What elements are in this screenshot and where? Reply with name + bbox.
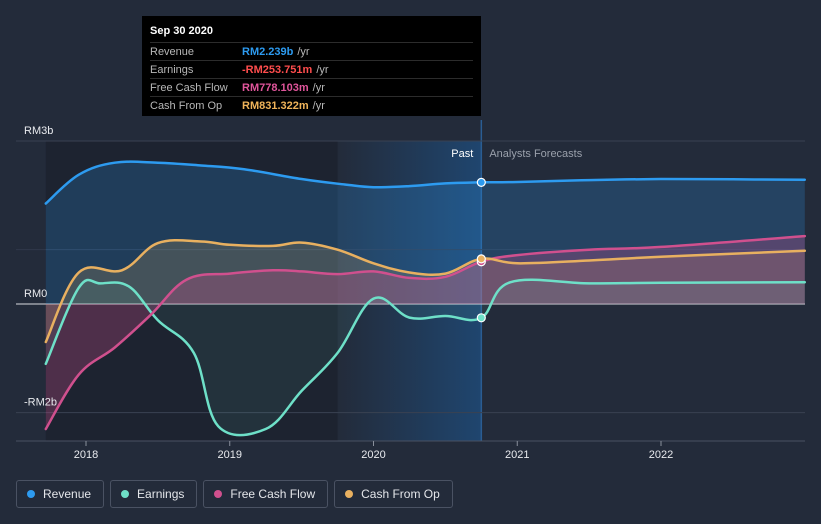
tooltip-value: RM831.322m bbox=[242, 99, 309, 112]
y-tick-label: RM3b bbox=[24, 125, 53, 137]
dot-icon bbox=[27, 490, 35, 498]
dot-icon bbox=[214, 490, 223, 498]
point-earnings bbox=[476, 313, 486, 323]
line-cash-from-op bbox=[44, 239, 807, 344]
dot-icon bbox=[345, 490, 354, 498]
legend-label: Free Cash Flow bbox=[230, 487, 316, 501]
legend-item-earnings[interactable]: Earnings bbox=[110, 480, 198, 508]
tooltip-value: -RM253.751m bbox=[242, 63, 313, 76]
line-earnings bbox=[44, 278, 807, 437]
area-earnings bbox=[45, 279, 805, 436]
tooltip-unit: /yr bbox=[312, 81, 325, 94]
legend-label: Cash From Op bbox=[361, 487, 440, 501]
legend-item-free-cash-flow[interactable]: Free Cash Flow bbox=[203, 480, 329, 508]
line-revenue bbox=[44, 160, 807, 205]
legend: Revenue Earnings Free Cash Flow Cash Fro… bbox=[16, 480, 453, 508]
x-tick-label: 2021 bbox=[505, 449, 529, 461]
legend-item-revenue[interactable]: Revenue bbox=[16, 480, 105, 508]
tooltip-date: Sep 30 2020 bbox=[150, 25, 213, 37]
past-highlight-band bbox=[337, 141, 482, 441]
legend-label: Earnings bbox=[137, 487, 185, 501]
tooltip-unit: /yr bbox=[312, 99, 325, 112]
tooltip-label: Free Cash Flow bbox=[150, 81, 228, 94]
tooltip-label: Cash From Op bbox=[150, 99, 223, 112]
tooltip-value: RM2.239b bbox=[242, 45, 294, 58]
tooltip-row-cfo: Cash From Op RM831.322m /yr bbox=[150, 96, 473, 114]
dot-icon bbox=[121, 490, 130, 498]
tooltip-row-fcf: Free Cash Flow RM778.103m /yr bbox=[150, 78, 473, 96]
legend-item-cash-from-op[interactable]: Cash From Op bbox=[334, 480, 453, 508]
forecast-label: Analysts Forecasts bbox=[489, 148, 582, 160]
area-revenue bbox=[45, 161, 805, 304]
x-tick-label: 2018 bbox=[74, 449, 98, 461]
y-tick-label: RM0 bbox=[24, 288, 47, 300]
past-band bbox=[45, 141, 338, 441]
tooltip-row-earnings: Earnings -RM253.751m /yr bbox=[150, 60, 473, 78]
tooltip-unit: /yr bbox=[297, 45, 310, 58]
legend-label: Revenue bbox=[43, 487, 92, 501]
line-free-cash-flow bbox=[44, 234, 807, 431]
x-tick-label: 2020 bbox=[361, 449, 385, 461]
tooltip-value: RM778.103m bbox=[242, 81, 309, 94]
x-tick-label: 2022 bbox=[649, 449, 673, 461]
tooltip-unit: /yr bbox=[316, 63, 329, 76]
area-cash-from-op bbox=[45, 240, 805, 342]
past-label: Past bbox=[451, 148, 473, 160]
point-cash-from-op bbox=[476, 254, 486, 264]
y-tick-label: -RM2b bbox=[24, 397, 57, 409]
tooltip-row-revenue: Revenue RM2.239b /yr bbox=[150, 42, 473, 60]
tooltip-label: Earnings bbox=[150, 63, 194, 76]
x-tick-label: 2019 bbox=[218, 449, 242, 461]
tooltip-label: Revenue bbox=[150, 45, 195, 58]
point-revenue bbox=[476, 177, 486, 187]
tooltip-panel: Sep 30 2020 Revenue RM2.239b /yr Earning… bbox=[142, 16, 481, 116]
